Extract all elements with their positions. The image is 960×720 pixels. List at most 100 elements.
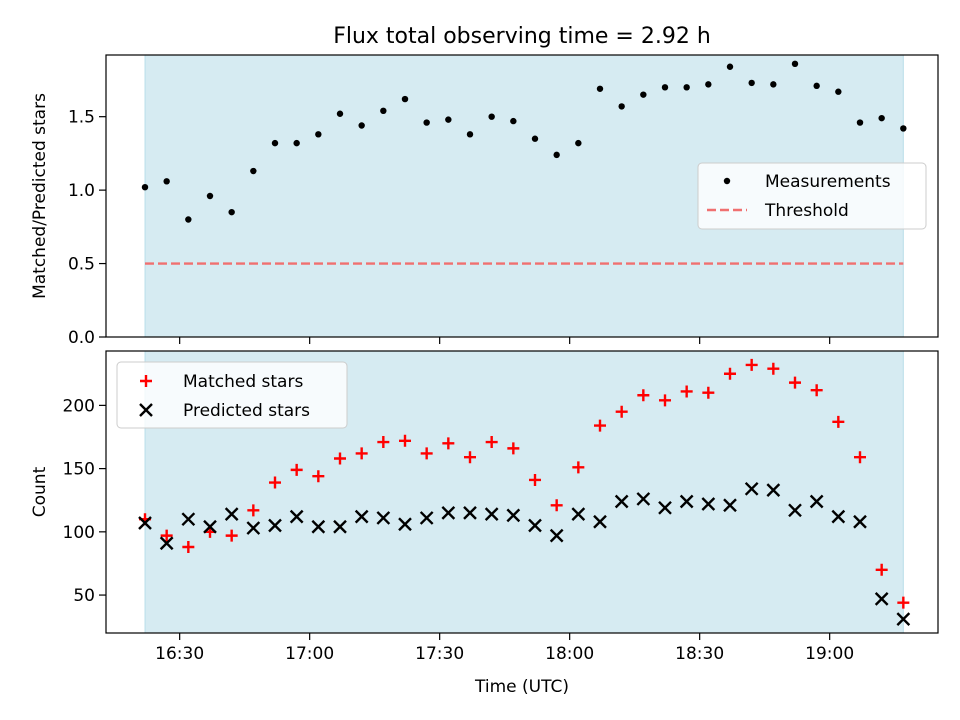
matched-stars-point: [724, 367, 736, 380]
predicted-stars-point: [268, 518, 282, 533]
matched-stars-point: [485, 436, 498, 449]
x-tick-label: 18:30: [675, 644, 724, 664]
predicted-stars-point: [571, 507, 586, 521]
x-axis-label: Time (UTC): [474, 677, 569, 697]
predicted-stars-point: [679, 494, 694, 509]
measurement-point: [878, 114, 885, 122]
matched-stars-point: [420, 447, 433, 460]
predicted-stars-point: [874, 592, 889, 606]
measurement-point: [510, 117, 517, 125]
matched-stars-point: [507, 442, 520, 455]
measurement-point: [835, 88, 842, 95]
measurement-point: [661, 84, 669, 91]
measurement-point: [813, 82, 820, 90]
matched-stars-point: [529, 473, 541, 486]
measurement-point: [445, 116, 452, 123]
predicted-stars-point: [376, 511, 391, 525]
measurement-point: [163, 178, 170, 185]
matched-stars-point: [377, 436, 390, 449]
predicted-stars-point: [744, 481, 759, 496]
measurement-point: [423, 119, 430, 126]
y-tick-label: 50: [73, 586, 95, 606]
matched-stars-point: [680, 385, 693, 398]
measurement-point: [856, 119, 864, 126]
measurement-point: [141, 183, 149, 191]
predicted-stars-point: [701, 497, 716, 511]
measurement-point: [358, 122, 365, 129]
y-tick-label: 100: [63, 523, 95, 543]
bottom-panel-counts: 50 100 150 200 16:30 17:00 17:30 18:00 18:30 19:0…: [30, 350, 939, 697]
matched-stars-point: [464, 451, 476, 464]
measurement-point: [900, 125, 907, 132]
predicted-stars-point: [181, 512, 196, 527]
measurement-point: [553, 151, 560, 159]
predicted-stars-point: [506, 508, 521, 523]
legend-predicted-stars-label: Predicted stars: [183, 401, 310, 421]
legend-box: [116, 361, 348, 429]
matched-stars-point: [854, 451, 866, 464]
legend-box: [697, 162, 927, 230]
matched-stars-point: [312, 470, 325, 483]
matched-stars-point: [875, 563, 888, 576]
measurement-point: [705, 81, 712, 88]
predicted-stars-point: [463, 506, 477, 520]
measurement-point: [466, 131, 474, 138]
matched-stars-point: [160, 529, 173, 542]
x-tick-label: 18:00: [545, 644, 594, 664]
legend-matched-stars-marker: [140, 375, 152, 387]
matched-stars-point: [767, 362, 780, 375]
matched-stars-point: [745, 358, 758, 371]
measurement-point: [206, 192, 214, 200]
measurement-point: [293, 139, 300, 147]
matched-stars-point: [269, 476, 281, 489]
predicted-stars-point: [766, 483, 781, 497]
predicted-stars-point: [809, 494, 824, 509]
measurement-point: [531, 135, 539, 142]
measurement-point: [185, 216, 192, 223]
measurement-point: [640, 91, 647, 98]
matched-stars-point: [290, 463, 303, 476]
matched-stars-point: [637, 389, 650, 402]
predicted-stars-point: [788, 503, 802, 518]
predicted-stars-point: [658, 500, 672, 515]
predicted-stars-point: [896, 612, 911, 626]
measurement-point: [488, 113, 495, 120]
measurement-point: [596, 85, 604, 92]
legend-predicted-stars-marker: [139, 403, 153, 417]
matched-stars-point: [897, 596, 910, 609]
legend: Measurements Threshold: [697, 162, 927, 230]
matched-stars-point: [355, 447, 368, 460]
predicted-stars-point: [333, 519, 347, 534]
measurement-point: [315, 131, 322, 138]
legend-measurements-label: Measurements: [765, 172, 891, 192]
matched-stars-point: [789, 376, 801, 389]
predicted-stars-point: [441, 506, 456, 520]
predicted-stars-point: [138, 516, 152, 530]
matched-stars-point: [247, 504, 260, 517]
predicted-stars-point: [549, 528, 564, 543]
matched-stars-point: [550, 499, 563, 512]
measurement-point: [250, 167, 257, 175]
matched-stars-point: [572, 461, 585, 474]
measurement-point: [683, 84, 690, 91]
y-axis-label: Matched/Predicted stars: [30, 93, 50, 299]
matched-stars-point: [442, 437, 455, 450]
matched-stars-point: [702, 386, 715, 399]
top-panel-ratio: 0.0 0.5 1.0 1.5 Matched/Predicted stars Measu…: [30, 54, 939, 348]
predicted-stars-point: [723, 498, 737, 513]
x-tick-label: 17:00: [285, 644, 334, 664]
measurement-point: [401, 95, 409, 103]
legend-threshold-label: Threshold: [764, 201, 849, 221]
x-tick-label: 19:00: [805, 644, 854, 664]
predicted-stars-point: [593, 514, 607, 529]
predicted-stars-point: [311, 519, 326, 534]
predicted-stars-point: [831, 509, 846, 524]
y-tick-label: 1.5: [68, 108, 95, 128]
measurement-point: [770, 81, 777, 88]
axes-frame: [105, 350, 939, 634]
predicted-stars-point: [159, 536, 174, 551]
measurement-point: [271, 139, 279, 147]
y-tick-label: 150: [63, 460, 95, 480]
matched-stars-point: [399, 434, 411, 447]
